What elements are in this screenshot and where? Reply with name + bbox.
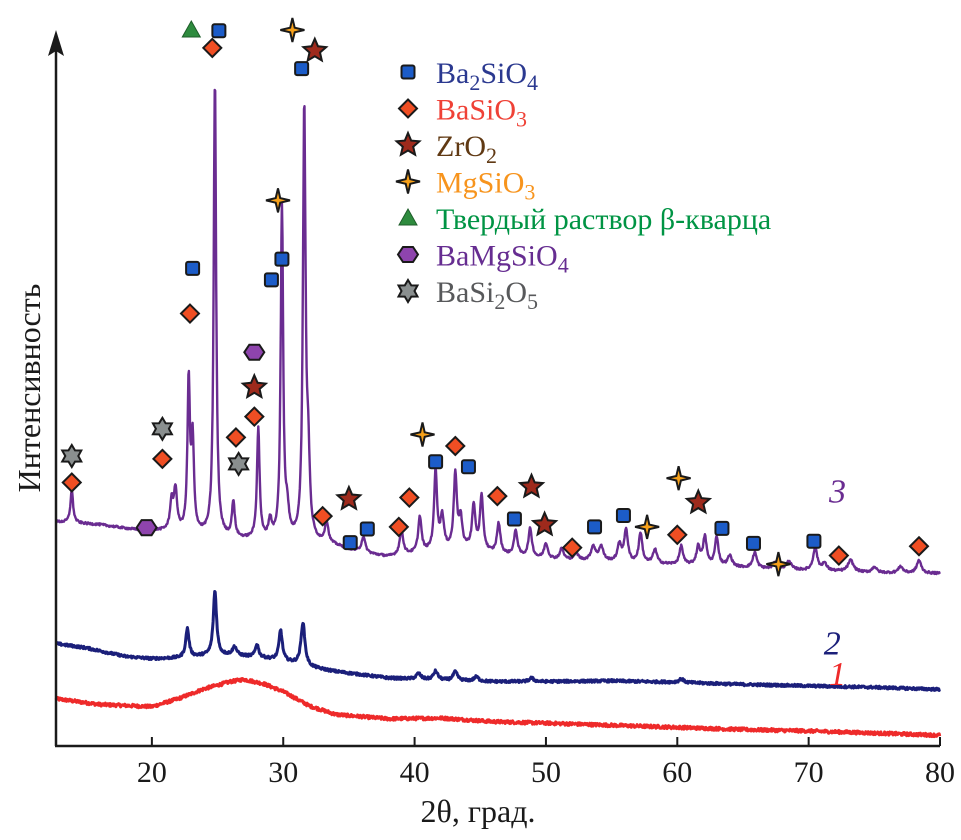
legend-item: MgSiO3 (395, 167, 535, 205)
x-tick-label: 20 (137, 756, 167, 789)
phase-marker-star5 (530, 510, 559, 537)
axes: 20 30 40 50 60 70 80 (48, 30, 955, 789)
phase-marker-diamond (312, 505, 334, 527)
phase-marker-diamond (151, 448, 173, 470)
series-line-1 (54, 677, 942, 739)
legend-label: BaSi2O5 (436, 276, 538, 314)
phase-marker-square (274, 251, 290, 267)
legend-triangle-icon (398, 207, 418, 226)
legend-label: BaMgSiO4 (436, 240, 569, 278)
phase-marker-diamond (243, 406, 265, 428)
legend-item: ZrO2 (394, 130, 497, 168)
legend-label: ZrO2 (436, 130, 497, 168)
phase-marker-square (263, 272, 279, 288)
phase-marker-square (428, 454, 444, 470)
phase-marker-star4 (280, 17, 305, 43)
phase-marker-star4 (766, 551, 791, 577)
y-axis-arrow-icon (48, 30, 64, 56)
phase-marker-square (615, 507, 631, 523)
phase-marker-diamond (908, 535, 930, 557)
series-line-2 (55, 590, 941, 692)
phase-marker-diamond (828, 545, 850, 566)
phase-marker-diamond (61, 472, 83, 493)
legend-item: BaMgSiO4 (396, 240, 569, 278)
legend-label: Твердый раствор β-кварца (436, 203, 771, 236)
curves-layer (54, 88, 942, 739)
phase-marker-diamond (225, 426, 247, 448)
curve-labels: 12 3 (824, 474, 846, 694)
phase-marker-star4 (666, 465, 691, 491)
legend-star6-icon (396, 278, 420, 304)
x-tick-label: 30 (268, 756, 298, 789)
phase-marker-hexagon (243, 343, 266, 361)
phase-marker-square (745, 535, 761, 551)
curve-label-1: 1 (829, 656, 846, 693)
legend-item: BaSi2O5 (396, 276, 538, 314)
phase-marker-triangle (181, 19, 202, 38)
x-ticks: 20 30 40 50 60 70 80 (137, 737, 955, 789)
phase-marker-star6 (227, 450, 250, 477)
legend-square-icon (400, 64, 416, 80)
phase-marker-square (211, 23, 227, 39)
phase-marker-star6 (60, 443, 83, 469)
phase-marker-star5 (301, 36, 329, 63)
phase-marker-diamond (666, 524, 688, 546)
curve-label-2: 2 (824, 625, 841, 662)
phase-marker-diamond (179, 303, 201, 324)
legend-hexagon-icon (396, 246, 420, 263)
legend-label: MgSiO3 (436, 167, 535, 205)
phase-marker-star4 (634, 514, 660, 540)
legend-item: Твердый раствор β-кварца (398, 203, 771, 236)
phase-marker-star4 (265, 188, 291, 213)
phase-marker-diamond (444, 435, 466, 457)
phase-marker-star5 (684, 488, 713, 515)
phase-marker-hexagon (135, 519, 158, 537)
phase-marker-diamond (398, 487, 420, 508)
phase-marker-square (342, 535, 358, 551)
legend-item: BaSiO3 (397, 94, 527, 132)
phase-marker-diamond (561, 537, 583, 559)
phase-marker-diamond (486, 485, 508, 507)
x-tick-label: 50 (531, 756, 561, 789)
phase-marker-square (294, 61, 310, 77)
x-tick-label: 80 (925, 756, 955, 789)
legend-item: Ba2SiO4 (400, 57, 538, 95)
phase-marker-square (185, 260, 201, 276)
phase-marker-diamond (201, 37, 223, 59)
phase-marker-star6 (151, 415, 174, 442)
phase-marker-square (506, 511, 522, 527)
legend-label: BaSiO3 (436, 94, 527, 132)
phase-marker-star5 (240, 372, 269, 400)
x-axis-title: 2θ, град. (421, 793, 536, 829)
legend-diamond-icon (397, 98, 419, 119)
legend-star5-icon (394, 130, 422, 157)
legend-label: Ba2SiO4 (436, 57, 538, 95)
phase-marker-square (714, 520, 730, 536)
x-tick-label: 60 (662, 756, 692, 789)
phase-marker-star4 (410, 422, 435, 447)
phase-marker-diamond (388, 516, 410, 538)
phase-marker-square (587, 519, 603, 535)
phase-marker-star5 (335, 484, 363, 511)
series-line-3 (55, 88, 941, 576)
legend-star4-icon (395, 169, 421, 194)
x-tick-label: 70 (794, 756, 824, 789)
x-tick-label: 40 (400, 756, 430, 789)
curve-label-3: 3 (828, 474, 846, 511)
phase-marker-square (806, 533, 822, 549)
y-axis-title: Интенсивность (11, 284, 47, 493)
phase-marker-square (359, 521, 375, 537)
phase-markers-layer (60, 17, 930, 577)
phase-marker-star5 (517, 472, 546, 499)
phase-marker-square (460, 459, 476, 475)
